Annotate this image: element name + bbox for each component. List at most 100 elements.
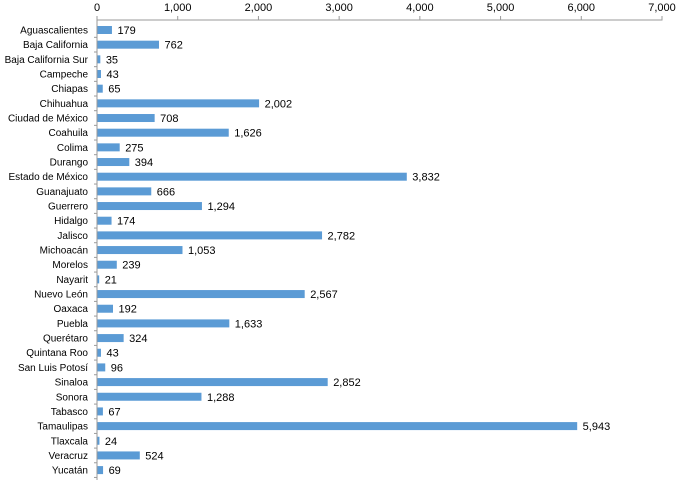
bar [97,407,103,416]
x-tick-label: 3,000 [325,2,353,14]
data-label: 275 [125,142,143,154]
category-label: Aguascalientes [20,26,88,37]
category-label: Baja California [23,40,88,51]
bar [97,231,323,240]
bar [97,158,130,167]
data-label: 3,832 [412,172,440,184]
data-label: 708 [160,113,178,125]
bar [97,99,260,108]
labels: Aguascalientes 179 Baja California 762 Baja … [5,25,611,480]
data-label: 21 [105,274,117,286]
category-label: Sonora [56,392,89,403]
bar [97,436,100,445]
bar [97,216,112,225]
category-label: Yucatán [52,466,88,477]
data-label: 394 [135,157,153,169]
category-label: Colima [57,143,89,154]
category-label: Jalisco [57,231,88,242]
bar [97,143,120,152]
category-label: Tabasco [51,407,89,418]
data-label: 2,852 [333,377,361,389]
x-tick-label: 2,000 [245,2,273,14]
category-label: Puebla [57,319,89,330]
bar [97,378,328,387]
data-label: 24 [105,436,117,448]
category-label: Baja California Sur [5,55,89,66]
bar [97,114,155,123]
x-tick-label: 5,000 [487,2,515,14]
category-label: San Luis Potosí [18,363,88,374]
bar [97,319,230,328]
data-label: 1,633 [235,318,263,330]
bar [97,304,113,313]
data-label: 65 [108,84,120,96]
bars [97,26,578,475]
data-label: 2,782 [328,230,356,242]
bar [97,26,112,34]
category-label: Tamaulipas [37,422,88,433]
bar [97,55,101,64]
data-label: 96 [111,362,123,374]
data-label: 762 [165,40,183,52]
category-label: Nayarit [56,275,88,286]
bar [97,334,124,343]
category-label: Guanajuato [36,187,88,198]
bar [97,84,103,93]
category-label: Campeche [40,70,89,81]
bar [97,260,117,269]
data-label: 43 [106,348,118,360]
x-axis: 0 1,000 2,000 3,000 4,000 5,000 6,000 7,000 [94,2,676,480]
category-label: Ciudad de México [8,114,88,125]
category-label: Coahuila [49,128,89,139]
category-label: Michoacán [40,246,88,257]
data-label: 2,567 [310,289,338,301]
data-label: 5,943 [583,421,611,433]
bar [97,392,202,401]
category-label: Chihuahua [40,99,89,110]
category-label: Querétaro [43,334,88,345]
data-label: 1,626 [234,128,262,140]
data-label: 239 [122,260,140,272]
data-label: 1,288 [207,392,235,404]
data-label: 69 [109,465,121,477]
data-label: 1,053 [188,245,216,257]
bar [97,363,106,372]
bar [97,187,152,196]
data-label: 67 [108,406,120,418]
bar [97,246,183,255]
data-label: 192 [118,304,136,316]
data-label: 179 [117,25,135,37]
bar [97,466,104,475]
data-label: 324 [129,333,147,345]
category-label: Oaxaca [54,304,89,315]
x-tick-label: 1,000 [164,2,192,14]
bar [97,70,101,79]
bar [97,275,100,284]
x-tick-label: 7,000 [648,2,676,14]
x-tick-label: 0 [94,2,100,14]
category-label: Veracruz [49,451,88,462]
category-label: Chiapas [51,84,88,95]
bar [97,422,578,431]
x-tick-label: 4,000 [406,2,434,14]
category-label: Tlaxcala [51,436,89,447]
category-label: Nuevo León [34,290,88,301]
category-label: Estado de México [9,172,89,183]
bar [97,451,140,460]
bar [97,172,407,181]
bar [97,202,202,211]
category-label: Hidalgo [54,216,88,227]
data-label: 524 [145,450,163,462]
bar [97,290,305,299]
category-label: Quintana Roo [26,348,88,359]
category-label: Morelos [52,260,88,271]
data-label: 43 [106,69,118,81]
data-label: 35 [106,54,118,66]
category-label: Sinaloa [55,378,89,389]
bar [97,128,229,137]
category-label: Durango [50,158,89,169]
category-label: Guerrero [48,202,88,213]
data-label: 666 [157,186,175,198]
data-label: 2,002 [265,98,293,110]
